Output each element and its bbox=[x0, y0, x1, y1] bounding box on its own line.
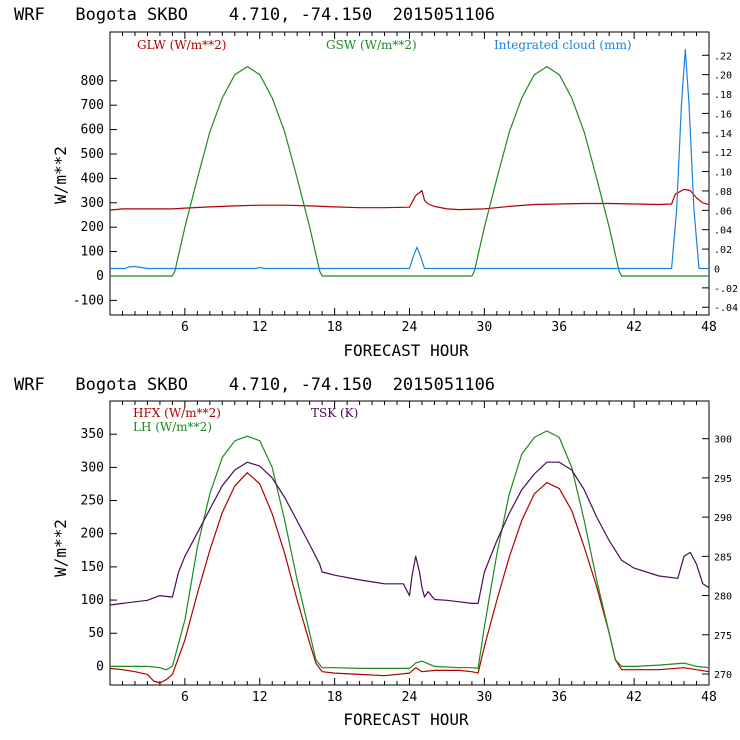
x-tick-label: 42 bbox=[626, 320, 642, 335]
y2-tick-label: .02 bbox=[714, 245, 732, 256]
y2-tick-label: .06 bbox=[714, 206, 732, 217]
y2-tick-label: 280 bbox=[714, 592, 732, 603]
panel-1-title: WRF Bogota SKBO 4.710, -74.150 201505110… bbox=[14, 5, 495, 25]
panel-2-xlabel: FORECAST HOUR bbox=[343, 710, 469, 729]
legend-hfx: HFX (W/m**2) bbox=[133, 406, 221, 420]
y2-tick-label: 290 bbox=[714, 513, 732, 524]
x-tick-label: 30 bbox=[477, 690, 493, 705]
y-tick-label: 700 bbox=[81, 98, 104, 113]
panel-fluxes: WRF Bogota SKBO 4.710, -74.150 201505110… bbox=[14, 375, 732, 729]
y-tick-label: 150 bbox=[81, 560, 104, 575]
y-tick-label: 0 bbox=[96, 269, 104, 284]
panel-radiation: WRF Bogota SKBO 4.710, -74.150 201505110… bbox=[14, 5, 738, 360]
x-tick-label: 48 bbox=[701, 690, 717, 705]
panel-1-series bbox=[109, 49, 710, 277]
series-line-integrated bbox=[110, 49, 709, 270]
y-tick-label: 0 bbox=[96, 659, 104, 674]
panel-1-ylabel: W/m**2 bbox=[51, 146, 70, 204]
x-tick-label: 12 bbox=[252, 320, 268, 335]
x-tick-label: 48 bbox=[701, 320, 717, 335]
series-line-lh bbox=[110, 430, 710, 671]
y-tick-label: 200 bbox=[81, 527, 104, 542]
legend-lh: LH (W/m**2) bbox=[133, 420, 212, 434]
y2-tick-label: .10 bbox=[714, 168, 732, 179]
x-tick-label: 6 bbox=[181, 320, 189, 335]
y2-tick-label: -.02 bbox=[714, 284, 738, 295]
y-tick-label: 600 bbox=[81, 123, 104, 138]
y2-tick-label: .18 bbox=[714, 90, 732, 101]
series-line-tsk bbox=[109, 461, 710, 606]
panel-2-title: WRF Bogota SKBO 4.710, -74.150 201505110… bbox=[14, 375, 495, 395]
panel-1-ticks: 6 12 18 24 30 36 42 48 -100 0 100 200 300 400 500 600 70… bbox=[73, 32, 738, 335]
y2-tick-label: 270 bbox=[714, 670, 732, 681]
x-tick-label: 30 bbox=[477, 320, 493, 335]
x-tick-label: 18 bbox=[327, 320, 343, 335]
legend-tsk: TSK (K) bbox=[311, 406, 358, 420]
panel-2-ticks: 6 12 18 24 30 36 42 48 0 50 100 150 200 250 300 350 270 2… bbox=[81, 401, 732, 705]
y2-tick-label: .08 bbox=[714, 187, 732, 198]
panel-2-series bbox=[109, 430, 710, 684]
x-tick-label: 36 bbox=[551, 690, 567, 705]
legend-gsw: GSW (W/m**2) bbox=[326, 38, 417, 52]
y-tick-label: 400 bbox=[81, 171, 104, 186]
y2-tick-label: 300 bbox=[714, 435, 732, 446]
y2-tick-label: 275 bbox=[714, 631, 732, 642]
y-tick-label: 200 bbox=[81, 220, 104, 235]
series-line-hfx bbox=[109, 472, 710, 684]
y-tick-label: 300 bbox=[81, 196, 104, 211]
y-tick-label: 500 bbox=[81, 147, 104, 162]
y2-tick-label: 0 bbox=[714, 264, 720, 275]
y-tick-label: 300 bbox=[81, 460, 104, 475]
x-tick-label: 24 bbox=[402, 690, 418, 705]
x-tick-label: 6 bbox=[181, 690, 189, 705]
x-tick-label: 12 bbox=[252, 690, 268, 705]
x-tick-label: 42 bbox=[626, 690, 642, 705]
legend-glw: GLW (W/m**2) bbox=[137, 38, 226, 52]
legend-cloud: Integrated cloud (mm) bbox=[494, 38, 632, 52]
y2-tick-label: .16 bbox=[714, 109, 732, 120]
panel-2-ylabel: W/m**2 bbox=[51, 519, 70, 577]
x-tick-label: 36 bbox=[551, 320, 567, 335]
y-tick-label: 800 bbox=[81, 74, 104, 89]
x-tick-label: 24 bbox=[402, 320, 418, 335]
series-line-glw bbox=[109, 188, 710, 211]
y-tick-label: 250 bbox=[81, 494, 104, 509]
y-tick-label: 50 bbox=[88, 626, 104, 641]
y-tick-label: 350 bbox=[81, 427, 104, 442]
y2-tick-label: 285 bbox=[714, 552, 732, 563]
y2-tick-label: .14 bbox=[714, 129, 732, 140]
y-tick-label: 100 bbox=[81, 245, 104, 260]
x-tick-label: 18 bbox=[327, 690, 343, 705]
y2-tick-label: .04 bbox=[714, 226, 732, 237]
y2-tick-label: -.04 bbox=[714, 303, 738, 314]
y-tick-label: -100 bbox=[73, 293, 104, 308]
y2-tick-label: 295 bbox=[714, 474, 732, 485]
y-tick-label: 100 bbox=[81, 593, 104, 608]
y2-tick-label: .12 bbox=[714, 148, 732, 159]
y2-tick-label: .20 bbox=[714, 71, 732, 82]
panel-1-xlabel: FORECAST HOUR bbox=[343, 341, 469, 360]
y2-tick-label: .22 bbox=[714, 51, 732, 62]
series-line-gsw bbox=[110, 65, 709, 277]
